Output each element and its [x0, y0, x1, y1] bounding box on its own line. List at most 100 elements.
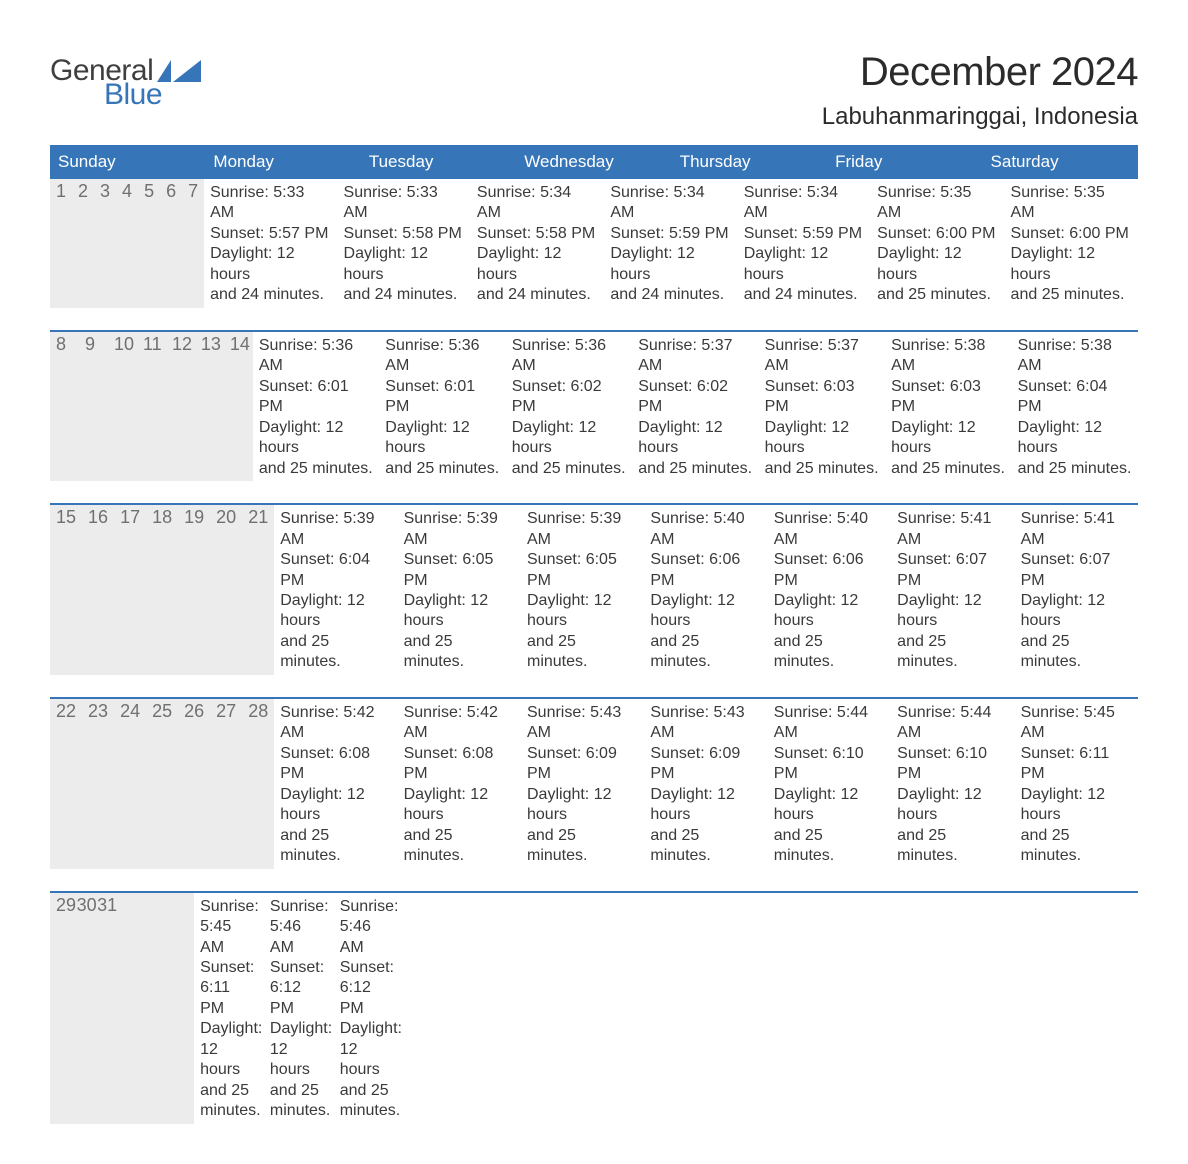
day-details: Sunrise: 5:45 AMSunset: 6:11 PMDaylight:… [1015, 699, 1138, 869]
day-line-sr: Sunrise: 5:33 AM [210, 183, 331, 224]
day-line-ss: Sunset: 5:57 PM [210, 224, 331, 244]
day-details: Sunrise: 5:44 AMSunset: 6:10 PMDaylight:… [891, 699, 1014, 869]
day-line-d1: Daylight: 12 hours [774, 591, 885, 632]
day-cell-body: Sunrise: 5:34 AMSunset: 5:59 PMDaylight:… [738, 179, 871, 308]
day-cell-number [112, 893, 133, 1124]
day-line-sr: Sunrise: 5:42 AM [404, 703, 515, 744]
day-cell-number: 1 [50, 179, 72, 308]
day-body-row: Sunrise: 5:45 AMSunset: 6:11 PMDaylight:… [194, 893, 683, 1124]
header: General Blue December 2024 Labuhanmaring… [50, 50, 1138, 131]
day-cell-body: Sunrise: 5:35 AMSunset: 6:00 PMDaylight:… [1005, 179, 1138, 308]
day-cell-number: 7 [182, 179, 204, 308]
day-line-d1: Daylight: 12 hours [527, 785, 638, 826]
day-cell-body [543, 893, 613, 1124]
day-line-ss: Sunset: 6:11 PM [1021, 744, 1132, 785]
day-line-d2: and 25 minutes. [404, 632, 515, 673]
location: Labuhanmaringgai, Indonesia [822, 103, 1138, 131]
day-number: 26 [178, 699, 210, 724]
day-cell-body: Sunrise: 5:45 AMSunset: 6:11 PMDaylight:… [194, 893, 264, 1124]
day-line-sr: Sunrise: 5:37 AM [765, 336, 879, 377]
day-number-row: 15161718192021 [50, 505, 274, 675]
day-line-d2: and 25 minutes. [774, 826, 885, 867]
dow-sunday: Sunday [50, 145, 205, 179]
day-line-ss: Sunset: 6:00 PM [1011, 224, 1132, 244]
day-line-d1: Daylight: 12 hours [512, 418, 626, 459]
day-cell-body: Sunrise: 5:34 AMSunset: 5:59 PMDaylight:… [604, 179, 737, 308]
day-cell-body: Sunrise: 5:36 AMSunset: 6:01 PMDaylight:… [379, 332, 505, 481]
day-line-d2: and 25 minutes. [280, 826, 391, 867]
day-cell-number: 22 [50, 699, 82, 869]
day-line-sr: Sunrise: 5:36 AM [259, 336, 373, 377]
day-cell-body: Sunrise: 5:38 AMSunset: 6:03 PMDaylight:… [885, 332, 1011, 481]
dow-saturday: Saturday [983, 145, 1138, 179]
day-cell-body: Sunrise: 5:40 AMSunset: 6:06 PMDaylight:… [644, 505, 767, 675]
day-number: 22 [50, 699, 82, 724]
day-line-d2: and 25 minutes. [1011, 285, 1132, 305]
day-details: Sunrise: 5:33 AMSunset: 5:57 PMDaylight:… [204, 179, 337, 308]
day-line-d2: and 25 minutes. [200, 1081, 258, 1122]
day-cell-number: 9 [79, 332, 108, 481]
day-line-sr: Sunrise: 5:35 AM [877, 183, 998, 224]
week-row: 293031Sunrise: 5:45 AMSunset: 6:11 PMDay… [50, 891, 1138, 1124]
day-line-d1: Daylight: 12 hours [774, 785, 885, 826]
day-line-sr: Sunrise: 5:44 AM [897, 703, 1008, 744]
week-row: 22232425262728Sunrise: 5:42 AMSunset: 6:… [50, 697, 1138, 869]
day-cell-body: Sunrise: 5:33 AMSunset: 5:58 PMDaylight:… [338, 179, 471, 308]
day-cell-number: 23 [82, 699, 114, 869]
day-line-d2: and 25 minutes. [897, 826, 1008, 867]
day-line-sr: Sunrise: 5:35 AM [1011, 183, 1132, 224]
day-cell-body: Sunrise: 5:43 AMSunset: 6:09 PMDaylight:… [521, 699, 644, 869]
day-cell-number: 14 [224, 332, 253, 481]
day-number: 24 [114, 699, 146, 724]
dow-wednesday: Wednesday [516, 145, 671, 179]
day-cell-body: Sunrise: 5:39 AMSunset: 6:04 PMDaylight:… [274, 505, 397, 675]
day-cell-body: Sunrise: 5:39 AMSunset: 6:05 PMDaylight:… [521, 505, 644, 675]
day-cell-body: Sunrise: 5:44 AMSunset: 6:10 PMDaylight:… [891, 699, 1014, 869]
day-cell-number: 3 [94, 179, 116, 308]
day-line-d1: Daylight: 12 hours [259, 418, 373, 459]
day-line-d2: and 25 minutes. [897, 632, 1008, 673]
day-number: 25 [146, 699, 178, 724]
month-title: December 2024 [822, 50, 1138, 95]
day-details: Sunrise: 5:44 AMSunset: 6:10 PMDaylight:… [768, 699, 891, 869]
day-line-ss: Sunset: 6:10 PM [897, 744, 1008, 785]
day-line-ss: Sunset: 6:00 PM [877, 224, 998, 244]
day-line-ss: Sunset: 6:11 PM [200, 958, 258, 1019]
day-cell-number: 17 [114, 505, 146, 675]
day-line-d2: and 25 minutes. [404, 826, 515, 867]
day-line-d1: Daylight: 12 hours [344, 244, 465, 285]
week-row: 1234567Sunrise: 5:33 AMSunset: 5:57 PMDa… [50, 179, 1138, 308]
day-cell-number: 24 [114, 699, 146, 869]
day-number: 3 [94, 179, 116, 204]
day-line-d1: Daylight: 12 hours [650, 785, 761, 826]
day-line-d2: and 25 minutes. [1021, 632, 1132, 673]
day-cell-body: Sunrise: 5:46 AMSunset: 6:12 PMDaylight:… [334, 893, 404, 1124]
day-number: 21 [242, 505, 274, 530]
day-cell-number: 28 [242, 699, 274, 869]
day-cell-number [153, 893, 174, 1124]
day-cell-body: Sunrise: 5:38 AMSunset: 6:04 PMDaylight:… [1012, 332, 1138, 481]
day-number: 4 [116, 179, 138, 204]
day-line-d2: and 25 minutes. [527, 632, 638, 673]
day-line-sr: Sunrise: 5:38 AM [891, 336, 1005, 377]
day-line-d1: Daylight: 12 hours [527, 591, 638, 632]
logo: General Blue [50, 50, 201, 110]
day-cell-number: 25 [146, 699, 178, 869]
day-details: Sunrise: 5:35 AMSunset: 6:00 PMDaylight:… [1005, 179, 1138, 308]
day-details: Sunrise: 5:46 AMSunset: 6:12 PMDaylight:… [264, 893, 334, 1124]
day-line-d2: and 25 minutes. [765, 459, 879, 479]
day-body-row: Sunrise: 5:42 AMSunset: 6:08 PMDaylight:… [274, 699, 1138, 869]
day-number: 31 [91, 893, 112, 918]
day-details: Sunrise: 5:34 AMSunset: 5:58 PMDaylight:… [471, 179, 604, 308]
day-body-row: Sunrise: 5:36 AMSunset: 6:01 PMDaylight:… [253, 332, 1138, 481]
day-line-sr: Sunrise: 5:43 AM [527, 703, 638, 744]
day-number-row: 1234567 [50, 179, 204, 308]
day-line-d1: Daylight: 12 hours [1018, 418, 1132, 459]
day-line-ss: Sunset: 5:58 PM [344, 224, 465, 244]
day-line-sr: Sunrise: 5:38 AM [1018, 336, 1132, 377]
day-number: 10 [108, 332, 137, 357]
day-line-d1: Daylight: 12 hours [477, 244, 598, 285]
day-cell-body: Sunrise: 5:44 AMSunset: 6:10 PMDaylight:… [768, 699, 891, 869]
day-line-d1: Daylight: 12 hours [210, 244, 331, 285]
logo-word2: Blue [104, 80, 201, 110]
